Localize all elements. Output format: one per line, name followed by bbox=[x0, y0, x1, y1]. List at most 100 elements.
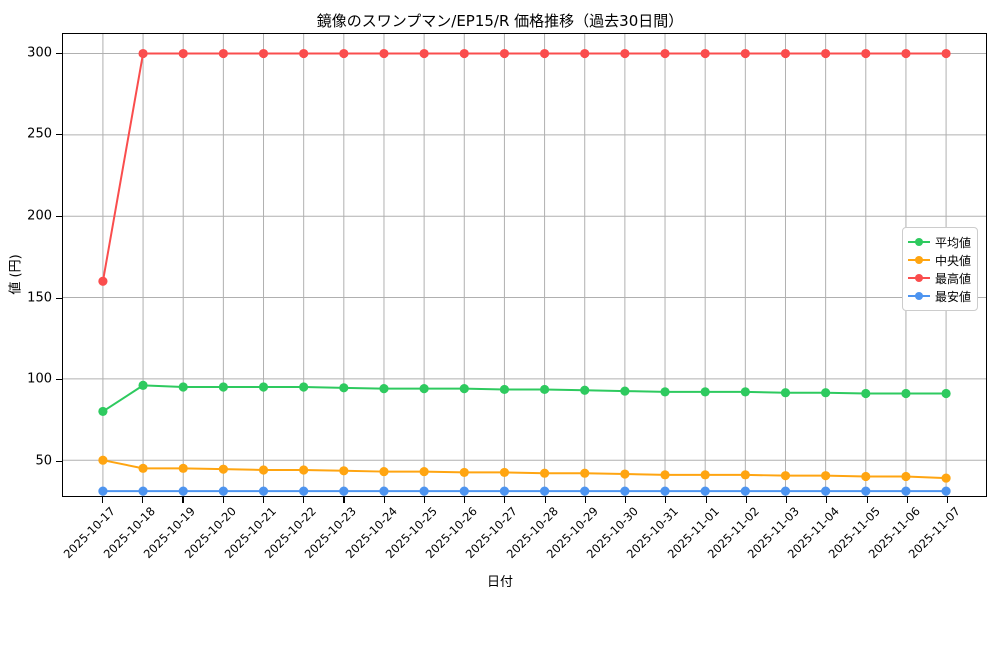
series-data-point bbox=[299, 48, 309, 59]
series-data-point bbox=[821, 388, 831, 398]
series-data-point bbox=[98, 406, 108, 416]
series-data-point bbox=[780, 388, 791, 398]
x-axis-tick-mark bbox=[464, 497, 466, 503]
x-axis-tick-mark bbox=[222, 497, 224, 503]
x-axis-tick-mark bbox=[504, 497, 506, 503]
series-data-point bbox=[499, 48, 510, 59]
y-axis-tick-marks bbox=[55, 33, 62, 497]
series-data-point bbox=[700, 387, 710, 397]
series-data-point bbox=[499, 384, 510, 395]
series-data-point bbox=[780, 48, 791, 59]
series-data-point bbox=[499, 467, 510, 477]
series-data-point bbox=[138, 48, 148, 59]
y-axis-tick-mark bbox=[56, 461, 62, 463]
series-data-point bbox=[459, 486, 469, 496]
legend-label: 最安値 bbox=[935, 289, 972, 304]
x-axis-tick-mark bbox=[544, 497, 546, 503]
legend-marker-icon bbox=[908, 236, 930, 248]
series-data-point bbox=[258, 48, 269, 59]
x-axis-tick-mark bbox=[866, 497, 868, 503]
series-data-point bbox=[740, 470, 750, 480]
y-axis-tick-label: 200 bbox=[27, 208, 52, 224]
y-axis-tick-label: 50 bbox=[35, 453, 52, 469]
series-data-point bbox=[299, 486, 309, 496]
legend-marker-icon bbox=[908, 272, 930, 284]
x-axis-tick-mark bbox=[142, 497, 144, 503]
x-axis-tick-mark bbox=[182, 497, 184, 503]
series-data-point bbox=[419, 384, 429, 394]
series-data-point bbox=[901, 48, 911, 59]
series-data-point bbox=[459, 384, 469, 394]
x-axis-tick-mark bbox=[303, 497, 305, 503]
x-axis-tick-marks bbox=[62, 497, 987, 504]
chart-legend[interactable]: 平均値中央値最高値最安値 bbox=[902, 227, 978, 311]
chart-title: 鏡像のスワンプマン/EP15/R 価格推移（過去30日間） bbox=[316, 12, 684, 30]
series-data-point bbox=[539, 486, 550, 496]
y-axis-tick-mark bbox=[56, 134, 62, 136]
series-data-point bbox=[580, 468, 590, 478]
series-data-point bbox=[379, 467, 389, 477]
legend-item[interactable]: 最高値 bbox=[908, 269, 971, 287]
series-data-point bbox=[459, 467, 469, 477]
series-data-point bbox=[941, 388, 951, 399]
series-data-point bbox=[419, 48, 429, 59]
series-data-point bbox=[339, 466, 349, 476]
gridlines bbox=[63, 34, 986, 496]
series-data-point bbox=[218, 486, 228, 496]
series-data-point bbox=[98, 276, 108, 286]
legend-item[interactable]: 中央値 bbox=[908, 251, 971, 269]
legend-item[interactable]: 平均値 bbox=[908, 233, 971, 251]
legend-label: 中央値 bbox=[935, 253, 972, 268]
series-data-point bbox=[419, 467, 429, 477]
series-data-point bbox=[539, 384, 550, 395]
series-line bbox=[101, 384, 948, 413]
series-data-point bbox=[941, 48, 951, 59]
series-data-point bbox=[821, 486, 831, 496]
series-data-point bbox=[98, 455, 108, 465]
series-data-point bbox=[258, 465, 269, 475]
series-data-point bbox=[901, 471, 911, 482]
series-data-point bbox=[700, 48, 710, 59]
series-data-point bbox=[218, 464, 228, 474]
series-data-point bbox=[901, 486, 911, 496]
x-axis-tick-labels: 2025-10-17 2025-10-18 2025-10-19 2025-10-20… bbox=[0, 504, 1000, 570]
series-data-point bbox=[861, 471, 871, 482]
series-data-point bbox=[620, 486, 630, 496]
y-axis-tick-mark bbox=[56, 297, 62, 299]
x-axis-tick-mark bbox=[584, 497, 586, 503]
y-axis-tick-label: 100 bbox=[27, 371, 52, 387]
series-data-point bbox=[379, 384, 389, 394]
legend-label: 最高値 bbox=[935, 271, 972, 286]
series-data-point bbox=[620, 48, 630, 59]
series-data-point bbox=[821, 471, 831, 481]
series-data-point bbox=[620, 469, 630, 479]
series-data-point bbox=[901, 388, 911, 399]
series-data-point bbox=[299, 465, 309, 475]
x-axis-tick-mark bbox=[705, 497, 707, 503]
x-axis-label: 日付 bbox=[486, 575, 513, 590]
x-axis-tick-mark bbox=[786, 497, 788, 503]
series-data-point bbox=[780, 486, 791, 496]
x-axis-tick-mark bbox=[102, 497, 104, 503]
x-axis-tick-mark bbox=[826, 497, 828, 503]
x-axis-tick-mark bbox=[423, 497, 425, 503]
series-data-point bbox=[660, 470, 670, 480]
series-data-point bbox=[740, 387, 750, 397]
price-history-chart-figure: 鏡像のスワンプマン/EP15/R 価格推移（過去30日間） 値 (円) 50 10… bbox=[0, 12, 1000, 590]
series-data-point bbox=[299, 382, 309, 392]
legend-item[interactable]: 最安値 bbox=[908, 287, 971, 305]
series-data-point bbox=[218, 382, 228, 392]
legend-marker-icon bbox=[908, 290, 930, 302]
series-data-point bbox=[941, 486, 951, 496]
y-axis-tick-mark bbox=[56, 52, 62, 54]
series-data-point bbox=[660, 48, 670, 59]
series-data-point bbox=[379, 486, 389, 496]
y-axis-tick-label: 250 bbox=[27, 126, 52, 142]
series-data-point bbox=[861, 486, 871, 496]
series-data-point bbox=[580, 385, 590, 395]
x-axis-tick-mark bbox=[745, 497, 747, 503]
plot-area bbox=[62, 33, 987, 497]
y-axis-tick-labels: 50 100 150 200 250 300 bbox=[0, 33, 52, 497]
legend-marker-icon bbox=[908, 254, 930, 266]
x-axis-tick-mark bbox=[383, 497, 385, 503]
